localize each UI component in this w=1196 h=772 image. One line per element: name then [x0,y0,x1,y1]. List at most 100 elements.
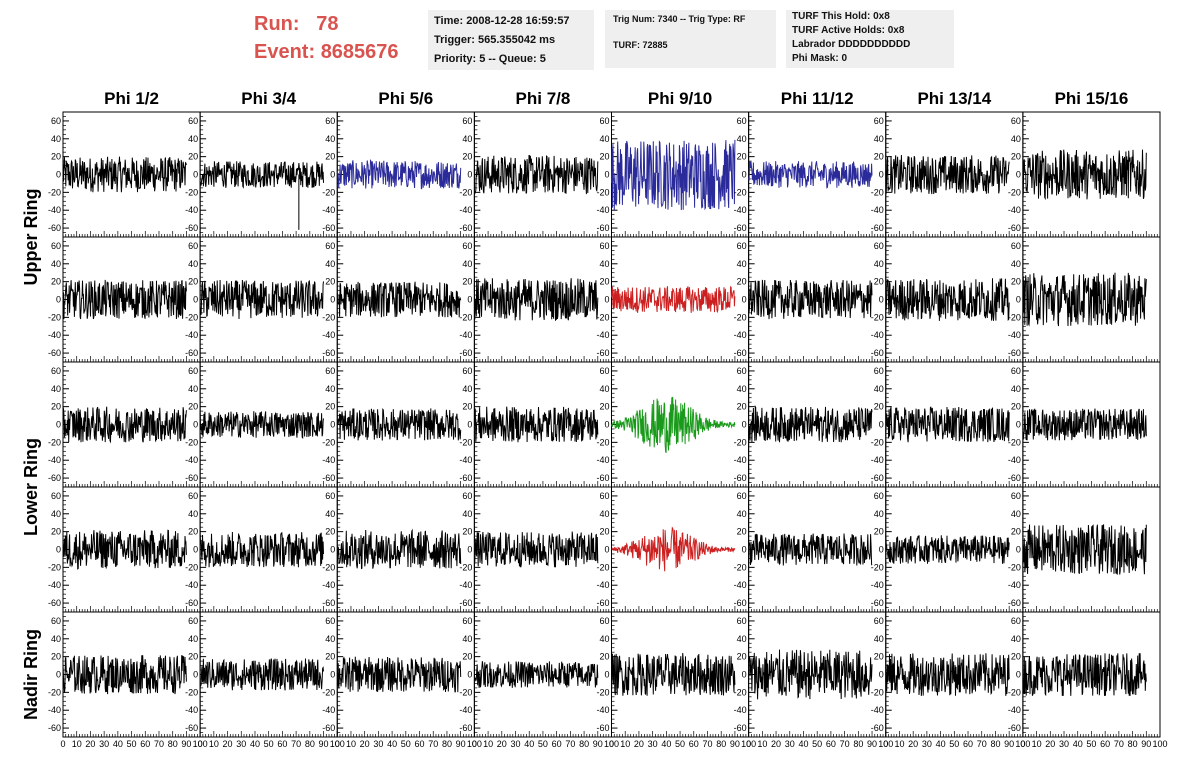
y-tick-label: 40 [51,134,61,144]
y-tick-label: -40 [734,205,747,215]
y-tick-label: -40 [185,205,198,215]
y-tick-label: 20 [874,152,884,162]
y-tick-label: -40 [1008,705,1021,715]
x-tick-label: 10 [72,739,82,749]
y-tick-label: 20 [737,152,747,162]
x-tick-label: 80 [990,739,1000,749]
y-tick-label: -40 [734,705,747,715]
y-tick-label: 20 [51,277,61,287]
x-tick-label: 20 [85,739,95,749]
y-tick-label: 60 [51,366,61,376]
time-info-box: Time: 2008-12-28 16:59:57 Trigger: 565.3… [428,10,594,70]
y-tick-label: 60 [1011,116,1021,126]
y-tick-label: 0 [56,670,61,680]
y-tick-label: 20 [51,527,61,537]
y-tick-label: -60 [1008,473,1021,483]
y-tick-label: -20 [185,437,198,447]
waveform-trace [199,161,324,189]
y-tick-label: 40 [51,509,61,519]
x-tick-label: 40 [387,739,397,749]
y-tick-label: 20 [462,402,472,412]
y-tick-label: 40 [599,509,609,519]
y-tick-label: -20 [185,562,198,572]
y-tick-label: 40 [737,634,747,644]
y-tick-label: 20 [1011,152,1021,162]
y-tick-label: 40 [599,384,609,394]
y-tick-label: 20 [325,277,335,287]
x-tick-label: 0 [883,739,888,749]
y-tick-label: -20 [596,187,609,197]
y-tick-label: 40 [188,634,198,644]
priority-text: Priority: 5 -- Queue: 5 [434,53,546,65]
y-tick-label: -40 [871,705,884,715]
waveform-trace [1022,149,1147,201]
y-tick-label: 40 [188,134,198,144]
y-tick-label: -60 [596,473,609,483]
waveform-trace [62,529,187,570]
waveform-trace [473,406,599,443]
x-tick-label: 0 [472,739,477,749]
phi-column-title: Phi 9/10 [648,89,712,108]
y-tick-label: 0 [604,170,609,180]
x-tick-label: 100 [1015,739,1030,749]
y-tick-label: 60 [599,491,609,501]
x-tick-label: 90 [181,739,191,749]
x-tick-label: 60 [415,739,425,749]
x-tick-label: 80 [168,739,178,749]
y-tick-label: 0 [56,295,61,305]
y-tick-label: -60 [871,223,884,233]
waveform-trace [62,655,187,695]
y-tick-label: 60 [51,116,61,126]
waveform-trace [748,404,873,443]
x-tick-label: 10 [894,739,904,749]
y-tick-label: -60 [596,223,609,233]
y-tick-label: -60 [871,473,884,483]
y-tick-label: 0 [1016,545,1021,555]
waveform-trace [611,526,736,572]
y-tick-label: 20 [188,652,198,662]
x-tick-label: 50 [127,739,137,749]
y-tick-label: 20 [599,652,609,662]
y-tick-label: 60 [325,491,335,501]
y-tick-label: -60 [734,348,747,358]
y-tick-label: 0 [742,545,747,555]
y-tick-label: -40 [459,205,472,215]
y-tick-label: -40 [734,580,747,590]
y-tick-label: 60 [1011,366,1021,376]
y-tick-label: -60 [734,223,747,233]
y-tick-label: 20 [51,402,61,412]
x-tick-label: 70 [840,739,850,749]
y-tick-label: -40 [185,455,198,465]
phi-column-title: Phi 3/4 [241,89,296,108]
y-tick-label: -20 [596,687,609,697]
x-tick-label: 20 [223,739,233,749]
y-tick-label: 0 [330,670,335,680]
y-tick-label: -60 [459,473,472,483]
y-tick-label: -40 [185,580,198,590]
y-tick-label: 20 [737,402,747,412]
waveform-trace [199,411,324,439]
y-tick-label: -60 [596,598,609,608]
y-tick-label: -40 [322,705,335,715]
y-tick-label: 20 [51,152,61,162]
y-tick-label: 40 [599,634,609,644]
x-tick-label: 40 [1073,739,1083,749]
x-tick-label: 90 [593,739,603,749]
turf-active-text: TURF Active Holds: 0x8 [792,25,905,36]
x-tick-label: 100 [467,739,482,749]
y-tick-label: 60 [325,616,335,626]
x-tick-label: 20 [360,739,370,749]
waveform-trace [336,281,462,318]
y-tick-label: -40 [1008,580,1021,590]
y-tick-label: 40 [462,634,472,644]
y-tick-label: 0 [604,545,609,555]
y-tick-label: 60 [188,116,198,126]
waveform-trace [199,658,324,691]
y-tick-label: 60 [599,616,609,626]
x-tick-label: 50 [812,739,822,749]
y-tick-label: -60 [1008,348,1021,358]
y-tick-label: -40 [322,455,335,465]
y-tick-label: 60 [737,116,747,126]
y-tick-label: -40 [48,330,61,340]
y-tick-label: -20 [734,562,747,572]
